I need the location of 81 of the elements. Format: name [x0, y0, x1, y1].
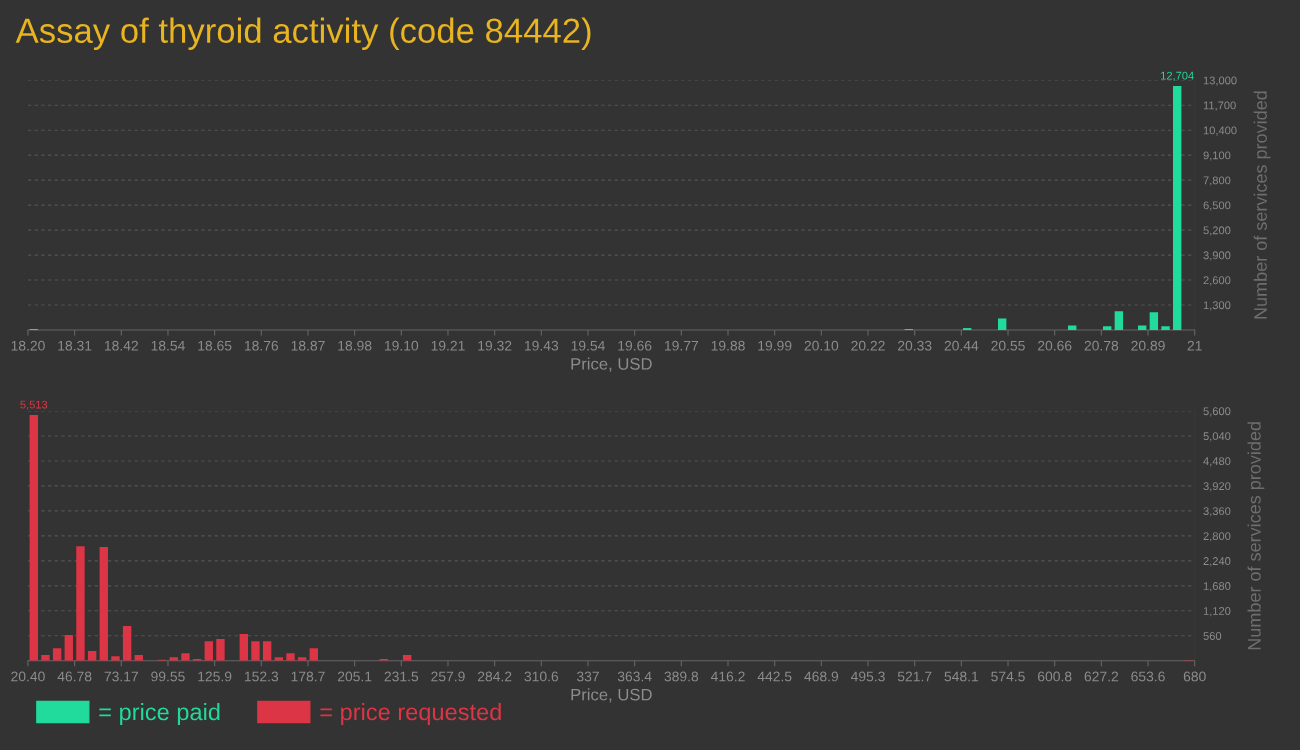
x-tick-label: 495.3 — [850, 671, 885, 682]
x-tick-label: 20.78 — [1084, 340, 1119, 351]
x-tick-label: 19.77 — [665, 340, 699, 351]
y-tick-label: 7,800 — [1203, 176, 1231, 186]
x-tick-label: 46.78 — [57, 671, 92, 682]
x-tick-label: 19.99 — [758, 340, 792, 351]
x-tick-label: 257.9 — [431, 671, 465, 682]
x-tick-label: 627.2 — [1084, 671, 1119, 682]
x-tick-label: 18.31 — [58, 340, 92, 351]
y-tick-label: 2,600 — [1203, 276, 1231, 286]
x-tick-label: 680 — [1183, 671, 1206, 682]
y-tick-label: 1,680 — [1203, 582, 1231, 592]
x-tick-label: 20.89 — [1131, 340, 1165, 351]
y-tick-label: 9,100 — [1203, 151, 1231, 161]
x-tick-label: 125.9 — [198, 671, 232, 682]
x-tick-label: 18.54 — [151, 340, 185, 351]
y-tick-label: 5,200 — [1203, 226, 1231, 236]
x-tick-label: 416.2 — [710, 671, 745, 682]
y-tick-label: 2,800 — [1203, 532, 1231, 542]
x-tick-label: 20.10 — [804, 340, 839, 351]
y-tick-label: 3,360 — [1203, 507, 1231, 517]
y-tick-label: 10,400 — [1203, 126, 1237, 136]
x-tick-label: 310.6 — [524, 671, 559, 682]
y-tick-label: 4,480 — [1203, 457, 1231, 467]
x-tick-label: 20.22 — [851, 340, 885, 351]
y-tick-label: 5,040 — [1203, 432, 1231, 442]
x-tick-label: 18.98 — [338, 340, 372, 351]
x-tick-label: 19.43 — [525, 340, 559, 351]
x-tick-label: 653.6 — [1131, 671, 1165, 682]
x-tick-label: 178.7 — [291, 671, 325, 682]
x-tick-label: 19.21 — [431, 340, 465, 351]
x-tick-label: 73.17 — [104, 671, 138, 682]
x-tick-label: 20.33 — [898, 340, 932, 351]
x-tick-label: 231.5 — [384, 671, 419, 682]
y-tick-label: 1,300 — [1203, 301, 1231, 311]
x-tick-label: 20.66 — [1038, 340, 1072, 351]
text: 12,704 — [1161, 71, 1194, 81]
y-tick-label: 5,600 — [1203, 407, 1231, 417]
y-tick-label: 2,240 — [1203, 557, 1231, 567]
x-tick-label: 21 — [1187, 340, 1202, 351]
x-tick-label: 548.1 — [944, 671, 979, 682]
x-axis-title: Price, USD — [571, 688, 652, 703]
x-tick-label: 521.7 — [897, 671, 932, 682]
x-tick-label: 363.4 — [617, 671, 652, 682]
x-tick-label: 19.10 — [384, 340, 419, 351]
x-tick-label: 18.20 — [11, 340, 45, 351]
y-tick-label: 6,500 — [1203, 201, 1231, 211]
x-tick-label: 19.32 — [478, 340, 512, 351]
x-tick-label: 152.3 — [244, 671, 279, 682]
text: 5,513 — [20, 400, 48, 410]
x-tick-label: 337 — [576, 671, 599, 682]
x-tick-label: 389.8 — [664, 671, 699, 682]
x-tick-label: 18.87 — [291, 340, 325, 351]
x-tick-label: 19.66 — [618, 340, 652, 351]
chart-title: Assay of thyroid activity (code 84442) — [15, 17, 591, 50]
legend-label: = price paid — [99, 702, 220, 725]
x-tick-label: 18.65 — [198, 340, 232, 351]
y-tick-label: 3,900 — [1203, 251, 1231, 261]
x-tick-label: 574.5 — [991, 671, 1025, 682]
x-tick-label: 19.88 — [711, 340, 745, 351]
x-tick-label: 468.9 — [804, 671, 839, 682]
x-tick-label: 18.42 — [104, 340, 138, 351]
y-axis-title: Number of services provided — [1253, 91, 1271, 319]
y-tick-label: 560 — [1203, 632, 1222, 640]
x-axis-title: Price, USD — [571, 357, 652, 372]
x-tick-label: 600.8 — [1038, 671, 1072, 682]
x-tick-label: 20.44 — [944, 340, 979, 351]
legend-label: = price requested — [320, 702, 501, 725]
x-tick-label: 99.55 — [151, 671, 185, 682]
y-tick-label: 13,000 — [1203, 76, 1237, 86]
x-tick-label: 442.5 — [757, 671, 792, 682]
x-tick-label: 19.54 — [571, 340, 605, 351]
x-tick-label: 284.2 — [477, 671, 512, 682]
y-tick-label: 11,700 — [1203, 101, 1236, 111]
x-tick-label: 20.40 — [11, 671, 45, 682]
y-axis-title: Number of services provided — [1247, 422, 1265, 650]
x-tick-label: 18.76 — [244, 340, 279, 351]
x-tick-label: 205.1 — [337, 671, 372, 682]
y-tick-label: 3,920 — [1203, 482, 1231, 492]
y-tick-label: 1,120 — [1203, 607, 1231, 617]
x-tick-label: 20.55 — [991, 340, 1025, 351]
